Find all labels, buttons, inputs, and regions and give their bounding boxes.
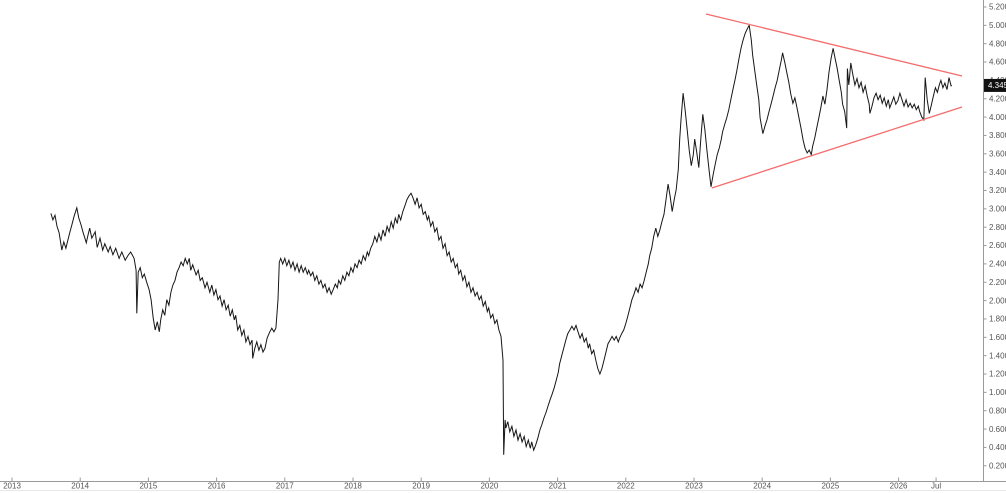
price-tick-label: 4.600 [989,58,1006,67]
last-price-label-text: 4.345 [988,81,1006,90]
price-tick-label: 0.800 [989,406,1006,415]
price-tick-label: 0.600 [989,425,1006,434]
price-tick-label: 2.000 [989,296,1006,305]
time-tick-label: 2024 [753,482,771,491]
price-tick-label: 1.800 [989,315,1006,324]
price-tick-label: 1.000 [989,388,1006,397]
price-tick-label: 0.200 [989,461,1006,470]
time-axis[interactable]: 2013 2014 2015 2016 2017 2018 2019 2020 2021 2022… [3,477,941,491]
time-tick-label: 2014 [71,482,89,491]
time-tick-label: 2015 [139,482,157,491]
upper-trendline[interactable] [705,13,963,77]
price-tick-label: 3.800 [989,131,1006,140]
time-tick-label: 2013 [3,482,21,491]
time-tick-label: 2020 [480,482,498,491]
price-tick-label: 0.400 [989,443,1006,452]
price-tick-label: 2.200 [989,278,1006,287]
price-axis[interactable]: 5.2005.0004.8004.6004.4004.2004.0003.800… [983,3,1006,471]
price-tick-label: 1.200 [989,370,1006,379]
price-tick-label: 2.400 [989,260,1006,269]
price-tick-label: 4.800 [989,39,1006,48]
time-tick-label: 2026 [890,482,908,491]
price-tick-label: 3.400 [989,168,1006,177]
lower-trendline[interactable] [711,106,963,189]
time-tick-label: 2018 [344,482,362,491]
time-tick-label: 2017 [276,482,294,491]
price-line-series[interactable] [50,23,953,455]
price-tick-label: 5.200 [989,3,1006,12]
time-tick-label: 2019 [412,482,430,491]
price-tick-label: 1.400 [989,351,1006,360]
price-tick-label: 4.000 [989,113,1006,122]
price-tick-label: 3.000 [989,205,1006,214]
last-price-label-bg [984,78,1006,92]
price-tick-label: 3.200 [989,186,1006,195]
time-tick-label: 2022 [617,482,635,491]
price-tick-label: 4.200 [989,94,1006,103]
last-price-label: 4.345 [984,78,1006,92]
time-tick-label: Jul [931,482,941,491]
price-tick-label: 5.000 [989,21,1006,30]
price-tick-label: 1.600 [989,333,1006,342]
time-tick-label: 2016 [208,482,226,491]
time-tick-label: 2021 [549,482,567,491]
price-tick-label: 2.800 [989,223,1006,232]
time-tick-label: 2025 [821,482,839,491]
price-tick-label: 2.600 [989,241,1006,250]
price-tick-label: 3.600 [989,149,1006,158]
time-tick-label: 2023 [685,482,703,491]
